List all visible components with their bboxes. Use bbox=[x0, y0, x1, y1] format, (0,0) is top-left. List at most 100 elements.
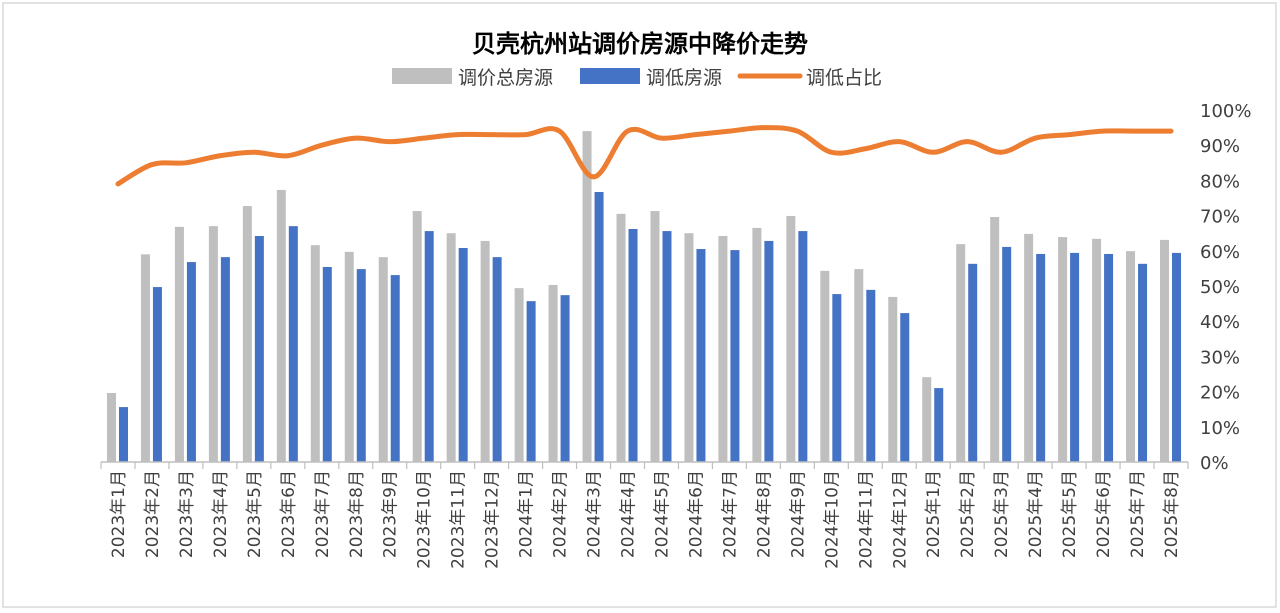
bar-调低房源-2024年8月 bbox=[764, 240, 774, 462]
bar-调价总房源-2025年4月 bbox=[1024, 233, 1034, 462]
x-tick-label: 2024年11月 bbox=[856, 470, 876, 569]
legend-label: 调低房源 bbox=[646, 67, 722, 89]
x-tick-label: 2024年1月 bbox=[517, 470, 537, 558]
x-tick-label: 2024年12月 bbox=[890, 470, 910, 569]
legend-label: 调低占比 bbox=[806, 67, 882, 89]
bar-调低房源-2023年11月 bbox=[458, 247, 468, 462]
bar-调价总房源-2023年5月 bbox=[242, 206, 252, 462]
bar-调低房源-2024年2月 bbox=[560, 295, 570, 462]
bar-调价总房源-2024年1月 bbox=[514, 288, 524, 462]
bar-调价总房源-2023年4月 bbox=[208, 226, 218, 462]
bar-调低房源-2024年12月 bbox=[900, 313, 910, 462]
bar-调低房源-2024年7月 bbox=[730, 250, 740, 462]
bar-调低房源-2024年4月 bbox=[628, 228, 638, 462]
y-tick-label: 30% bbox=[1200, 347, 1240, 368]
bar-调价总房源-2025年8月 bbox=[1160, 239, 1170, 462]
bar-调价总房源-2023年11月 bbox=[446, 233, 456, 462]
x-tick-label: 2025年2月 bbox=[958, 470, 978, 558]
x-tick-label: 2023年3月 bbox=[177, 470, 197, 558]
y-tick-label: 80% bbox=[1200, 171, 1240, 192]
bar-调价总房源-2024年12月 bbox=[888, 296, 898, 462]
bar-调价总房源-2025年6月 bbox=[1092, 238, 1102, 462]
bar-调低房源-2025年4月 bbox=[1036, 253, 1046, 462]
bar-调低房源-2025年8月 bbox=[1172, 252, 1182, 462]
x-tick-label: 2023年11月 bbox=[449, 470, 469, 569]
bar-调低房源-2024年5月 bbox=[662, 231, 672, 462]
y-tick-label: 70% bbox=[1200, 207, 1240, 228]
chart-title: 贝壳杭州站调价房源中降价走势 bbox=[472, 30, 808, 58]
bar-调低房源-2023年7月 bbox=[322, 266, 332, 462]
x-tick-label: 2023年1月 bbox=[109, 470, 129, 558]
bar-调低房源-2024年1月 bbox=[526, 301, 536, 462]
bar-调低房源-2023年4月 bbox=[220, 257, 230, 462]
x-tick-label: 2025年4月 bbox=[1026, 470, 1046, 558]
bar-调低房源-2025年2月 bbox=[968, 263, 978, 462]
bar-调低房源-2024年6月 bbox=[696, 249, 706, 462]
bar-调价总房源-2025年2月 bbox=[956, 244, 966, 462]
bar-调低房源-2025年3月 bbox=[1002, 246, 1012, 462]
bar-调价总房源-2024年11月 bbox=[854, 269, 864, 462]
x-tick-label: 2023年8月 bbox=[347, 470, 367, 558]
x-tick-label: 2024年6月 bbox=[686, 470, 706, 558]
bar-调价总房源-2025年3月 bbox=[990, 217, 1000, 462]
bar-调价总房源-2023年6月 bbox=[276, 189, 286, 463]
bar-调低房源-2023年2月 bbox=[152, 287, 162, 462]
y-tick-label: 100% bbox=[1200, 101, 1251, 122]
x-tick-label: 2025年7月 bbox=[1128, 470, 1148, 558]
bar-调价总房源-2023年1月 bbox=[106, 393, 116, 462]
bar-调价总房源-2023年8月 bbox=[344, 251, 354, 462]
bar-调低房源-2023年9月 bbox=[390, 275, 400, 462]
bar-调价总房源-2025年7月 bbox=[1126, 251, 1136, 462]
bar-调价总房源-2023年3月 bbox=[174, 226, 184, 462]
bar-调价总房源-2025年5月 bbox=[1058, 237, 1068, 462]
bar-调低房源-2025年7月 bbox=[1138, 263, 1148, 462]
bar-调低房源-2024年10月 bbox=[832, 294, 842, 462]
bar-调低房源-2023年8月 bbox=[356, 269, 366, 462]
bar-调低房源-2023年3月 bbox=[186, 262, 196, 462]
series-line-调低占比 bbox=[115, 125, 1174, 187]
x-tick-label: 2025年5月 bbox=[1060, 470, 1080, 558]
x-tick-label: 2025年8月 bbox=[1162, 470, 1182, 558]
x-tick-label: 2024年8月 bbox=[754, 470, 774, 558]
x-tick-label: 2023年9月 bbox=[381, 470, 401, 558]
bar-调低房源-2024年11月 bbox=[866, 289, 876, 462]
bar-调价总房源-2024年4月 bbox=[616, 213, 626, 462]
x-tick-label: 2024年5月 bbox=[652, 470, 672, 558]
bar-调价总房源-2024年10月 bbox=[820, 270, 830, 462]
x-tick-label: 2024年4月 bbox=[619, 470, 639, 558]
y-tick-label: 90% bbox=[1200, 136, 1240, 157]
y-tick-label: 0% bbox=[1200, 453, 1229, 474]
bar-调价总房源-2023年7月 bbox=[310, 245, 320, 462]
bar-调价总房源-2023年9月 bbox=[378, 257, 388, 462]
bar-调价总房源-2023年12月 bbox=[480, 240, 490, 462]
bar-调价总房源-2024年2月 bbox=[548, 284, 558, 462]
x-tick-label: 2024年7月 bbox=[720, 470, 740, 558]
legend-swatch bbox=[392, 68, 452, 84]
bar-调低房源-2025年5月 bbox=[1070, 252, 1080, 462]
bar-调价总房源-2025年1月 bbox=[922, 377, 932, 462]
legend-swatch bbox=[580, 68, 640, 84]
x-tick-label: 2023年6月 bbox=[279, 470, 299, 558]
legend: 调价总房源 调低房源 调低占比 bbox=[392, 67, 882, 89]
x-tick-label: 2024年2月 bbox=[551, 470, 571, 558]
y-tick-label: 10% bbox=[1200, 418, 1240, 439]
x-tick-label: 2023年4月 bbox=[211, 470, 231, 558]
bar-调低房源-2023年5月 bbox=[254, 236, 264, 462]
bar-调价总房源-2024年8月 bbox=[752, 227, 762, 462]
x-tick-label: 2023年2月 bbox=[143, 470, 163, 558]
bar-调低房源-2023年10月 bbox=[424, 231, 434, 462]
bar-调低房源-2023年1月 bbox=[118, 407, 128, 462]
x-tick-label: 2023年12月 bbox=[483, 470, 503, 569]
bar-调低房源-2023年6月 bbox=[288, 226, 298, 462]
bar-调价总房源-2024年7月 bbox=[718, 236, 728, 462]
bar-调低房源-2024年3月 bbox=[594, 192, 604, 463]
x-tick-label: 2023年10月 bbox=[415, 470, 435, 569]
bar-调价总房源-2023年2月 bbox=[140, 254, 150, 462]
x-tick-label: 2025年6月 bbox=[1094, 470, 1114, 558]
bar-调价总房源-2024年3月 bbox=[582, 131, 592, 462]
bar-调低房源-2024年9月 bbox=[798, 231, 808, 462]
x-tick-label: 2025年1月 bbox=[924, 470, 944, 558]
y-tick-label: 40% bbox=[1200, 312, 1240, 333]
bar-调低房源-2025年1月 bbox=[934, 388, 944, 462]
